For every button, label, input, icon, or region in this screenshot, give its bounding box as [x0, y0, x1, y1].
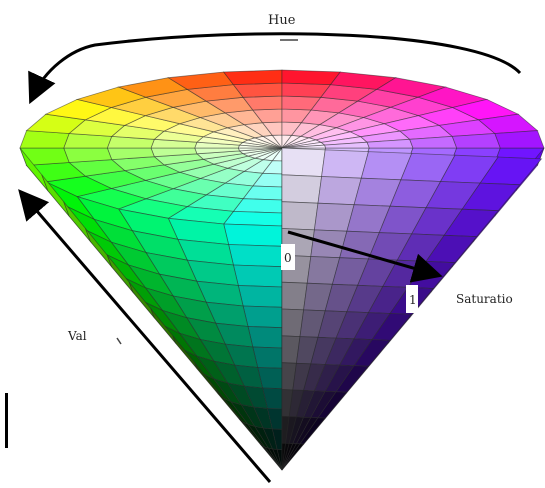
cone-facet: [247, 326, 283, 349]
value-label: Val: [67, 329, 87, 343]
cone-facet: [281, 174, 323, 204]
cone-facet: [281, 69, 342, 86]
cone-facet: [222, 69, 283, 86]
cone-facet: [281, 147, 326, 177]
bottom-left-bar: [5, 393, 8, 448]
cone-facet: [232, 264, 283, 288]
cone-facet: [321, 149, 370, 179]
cone-facet: [281, 201, 319, 231]
saturation-label: Saturatio: [456, 292, 513, 306]
cone-facet: [281, 281, 308, 311]
hue-arrow: [28, 32, 522, 105]
saturation-arrow: [287, 230, 443, 283]
cone-facet: [494, 130, 545, 149]
value-tick: [116, 337, 122, 345]
cone-facet: [281, 443, 305, 471]
cone-facet: [237, 285, 283, 308]
saturation-zero: 0: [284, 251, 292, 265]
saturation-one: 1: [409, 293, 417, 307]
cone-facet: [63, 147, 113, 163]
cone-facet: [242, 305, 283, 329]
cone-facet: [222, 210, 283, 227]
saturation-zero-box: [281, 244, 295, 270]
hue-label: Hue: [268, 13, 296, 28]
cone-facet: [223, 223, 283, 247]
saturation-one-box: [406, 285, 418, 313]
cone-facet: [451, 133, 501, 149]
cone-facet: [317, 176, 362, 206]
cone-facet: [228, 244, 283, 268]
cone-facet: [259, 442, 283, 471]
value-arrow: [18, 189, 272, 483]
